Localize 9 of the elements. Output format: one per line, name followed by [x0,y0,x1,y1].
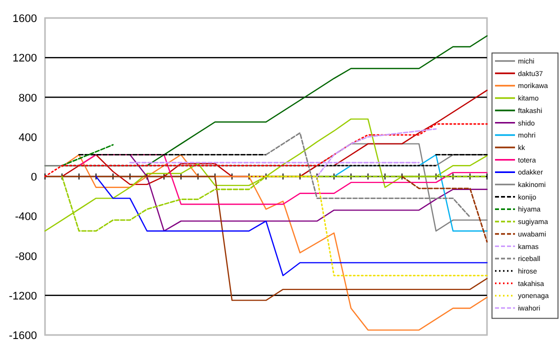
y-tick-label: -1600 [8,330,37,342]
y-tick-label: 1600 [12,13,37,25]
y-tick-label: 800 [18,92,37,104]
y-tick-label: -800 [14,250,37,263]
y-tick-label: 0 [30,172,37,184]
y-tick-label: 1200 [12,52,37,65]
y-tick-label: -1200 [8,290,37,302]
y-tick-label: 400 [18,132,37,144]
y-tick-label: -400 [14,211,37,224]
